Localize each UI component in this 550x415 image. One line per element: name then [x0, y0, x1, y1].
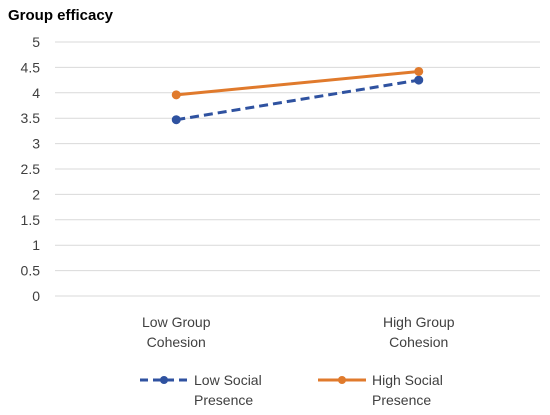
series-lines — [171, 66, 424, 125]
y-tick-label: 3.5 — [21, 110, 41, 126]
data-point-marker — [171, 90, 181, 100]
y-tick-label: 0.5 — [21, 263, 41, 279]
legend-swatch-marker — [160, 376, 168, 384]
series-line — [176, 78, 419, 122]
series-line — [176, 69, 419, 97]
legend-label: Low Social Presence — [194, 372, 262, 408]
data-point-marker — [414, 75, 424, 85]
y-tick-label: 0 — [32, 288, 40, 304]
y-tick-label: 2 — [32, 186, 40, 202]
y-tick-label: 5 — [32, 34, 40, 50]
y-axis-tick-labels: 0 0.5 1 1.5 2 2.5 3 3.5 4 4.5 5 — [21, 34, 41, 304]
y-tick-label: 4.5 — [21, 59, 41, 75]
chart-title: Group efficacy — [8, 7, 114, 24]
legend-label: High Social Presence — [372, 372, 443, 408]
y-tick-label: 4 — [32, 85, 40, 101]
legend-swatch-marker — [338, 376, 346, 384]
legend-item: Low Social Presence — [140, 372, 262, 408]
series-low-social-presence — [171, 75, 424, 125]
data-point-marker — [171, 115, 181, 125]
legend-item: High Social Presence — [318, 372, 443, 408]
y-tick-label: 3 — [32, 136, 40, 152]
x-category-label: High Group Cohesion — [383, 314, 455, 350]
legend: Low Social Presence High Social Presence — [140, 372, 443, 408]
y-tick-label: 1 — [32, 237, 40, 253]
gridlines — [55, 41, 540, 297]
data-point-marker — [414, 66, 424, 76]
x-axis-category-labels: Low Group Cohesion High Group Cohesion — [142, 314, 455, 350]
y-tick-label: 1.5 — [21, 212, 41, 228]
x-category-label: Low Group Cohesion — [142, 314, 211, 350]
y-tick-label: 2.5 — [21, 161, 41, 177]
series-high-social-presence — [171, 66, 424, 100]
